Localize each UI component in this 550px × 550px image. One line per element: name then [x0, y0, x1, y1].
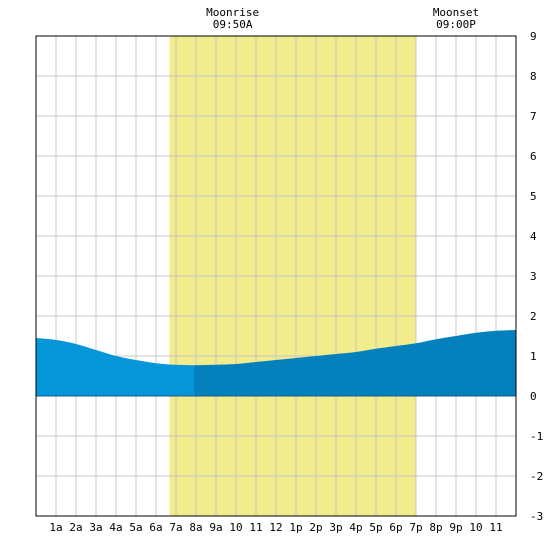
grid-lines [36, 35, 516, 517]
y-tick-label: 3 [530, 270, 537, 283]
moonset-label: Moonset [433, 6, 479, 19]
moonrise-time: 09:50A [213, 18, 253, 31]
moonset-time: 09:00P [436, 18, 476, 31]
y-tick-label: 2 [530, 310, 537, 323]
tide-area-dark [194, 330, 516, 396]
x-tick-label: 1a [49, 521, 62, 534]
x-tick-label: 2p [309, 521, 322, 534]
x-tick-label: 7p [409, 521, 422, 534]
x-tick-label: 4p [349, 521, 362, 534]
x-axis-tick-labels: 1a 2a 3a 4a 5a 6a 7a 8a 9a 10 11 12 1p 2p 3p 4p 5p 6p 7p 8p… [49, 521, 502, 534]
x-tick-label: 5a [129, 521, 142, 534]
y-tick-label: 8 [530, 70, 537, 83]
x-tick-label: 11 [489, 521, 502, 534]
y-tick-label: 1 [530, 350, 537, 363]
x-tick-label: 8p [429, 521, 442, 534]
x-tick-label: 10 [229, 521, 242, 534]
y-tick-label: -3 [530, 510, 543, 523]
y-axis-tick-labels: -3 -2 -1 0 1 2 3 4 5 6 7 8 9 [530, 30, 543, 523]
x-tick-label: 2a [69, 521, 82, 534]
x-tick-label: 12 [269, 521, 282, 534]
x-tick-label: 6a [149, 521, 162, 534]
plot-frame [35, 35, 517, 517]
y-tick-label: -2 [530, 470, 543, 483]
moonrise-label: Moonrise [206, 6, 259, 19]
x-tick-label: 6p [389, 521, 402, 534]
x-tick-label: 9a [209, 521, 222, 534]
x-tick-label: 4a [109, 521, 122, 534]
x-tick-label: 9p [449, 521, 462, 534]
x-tick-label: 3a [89, 521, 102, 534]
y-tick-label: 4 [530, 230, 537, 243]
x-tick-label: 8a [189, 521, 202, 534]
tide-area-light [36, 338, 194, 396]
y-tick-label: 0 [530, 390, 537, 403]
y-tick-label: 7 [530, 110, 537, 123]
y-tick-label: 6 [530, 150, 537, 163]
x-tick-label: 3p [329, 521, 342, 534]
y-tick-label: -1 [530, 430, 543, 443]
x-tick-label: 7a [169, 521, 182, 534]
x-tick-label: 11 [249, 521, 262, 534]
x-tick-label: 5p [369, 521, 382, 534]
x-tick-label: 10 [469, 521, 482, 534]
x-tick-label: 1p [289, 521, 302, 534]
y-tick-label: 5 [530, 190, 537, 203]
y-tick-label: 9 [530, 30, 537, 43]
